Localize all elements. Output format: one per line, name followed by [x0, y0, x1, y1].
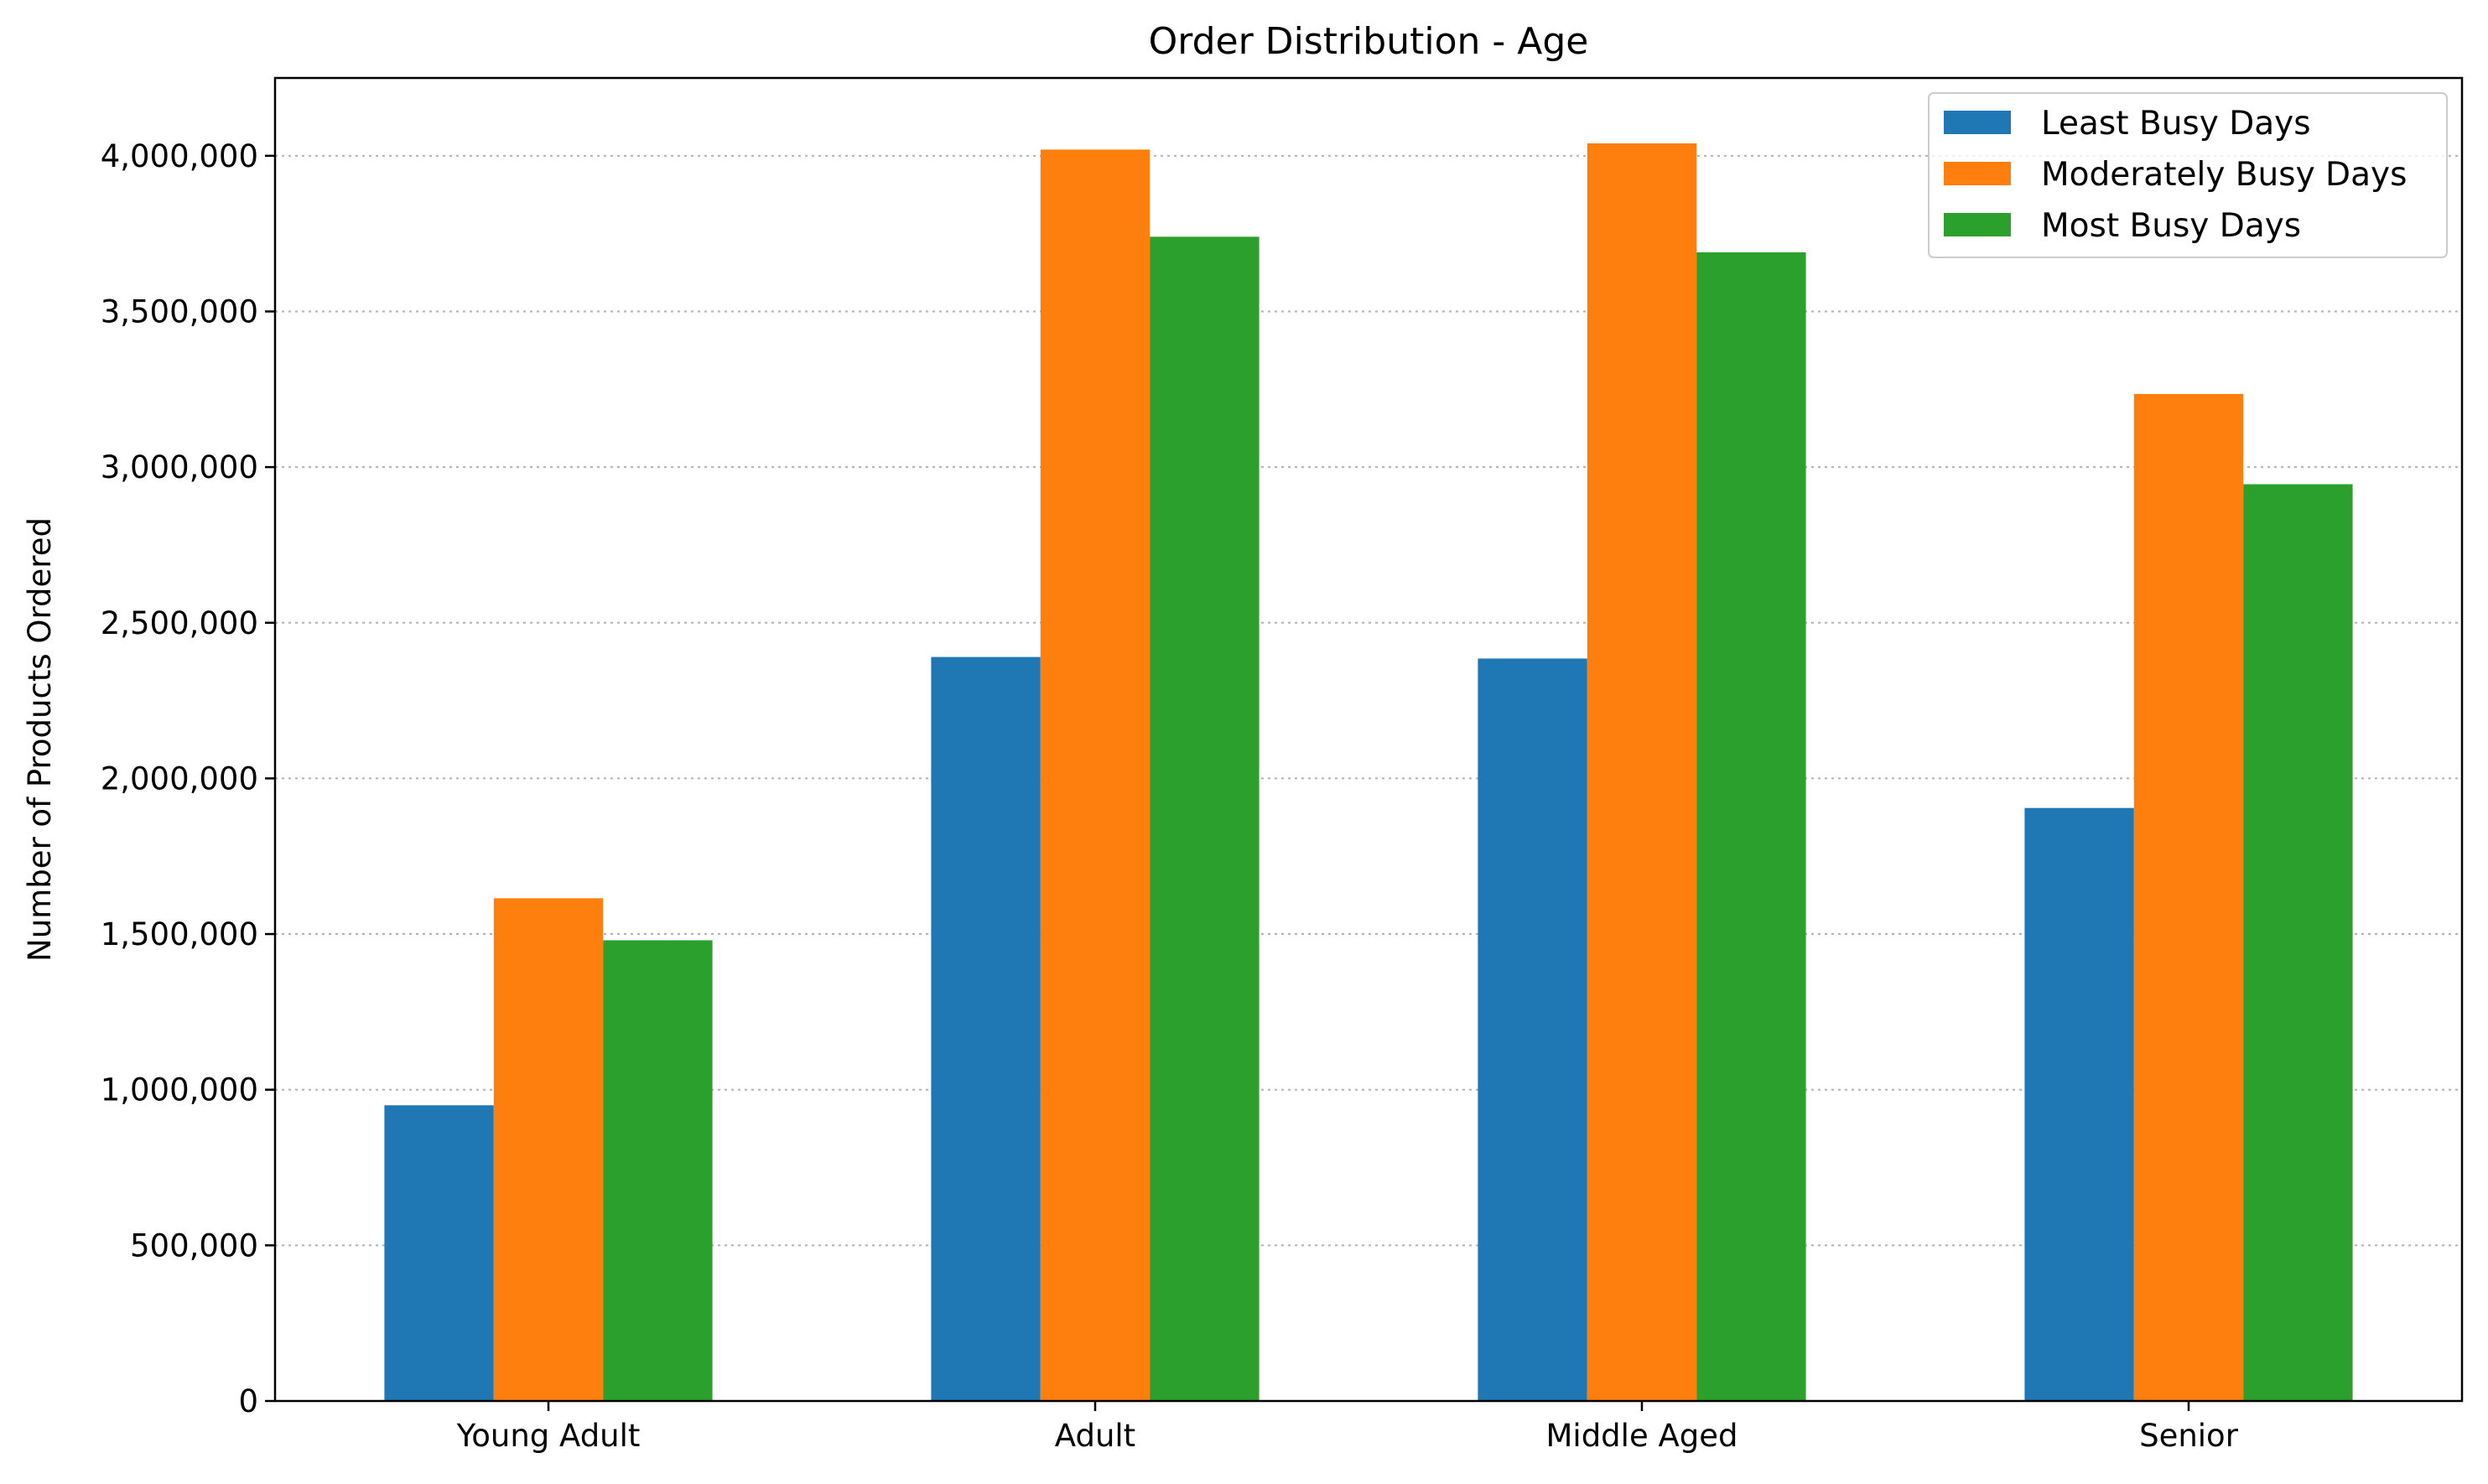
y-tick-label: 2,500,000: [101, 605, 258, 641]
bar-moderately-busy-days: [1587, 143, 1697, 1401]
x-tick-label: Middle Aged: [1545, 1418, 1737, 1454]
x-tick-label: Senior: [2139, 1418, 2239, 1454]
legend-frame: [1928, 92, 2448, 258]
bar-least-busy-days: [931, 656, 1041, 1401]
bar-most-busy-days: [603, 940, 713, 1401]
y-tick-label: 0: [238, 1383, 258, 1419]
x-tick-label: Adult: [1055, 1418, 1135, 1454]
x-tick-label: Young Adult: [456, 1418, 641, 1454]
legend-label: Moderately Busy Days: [2041, 156, 2407, 194]
y-axis-title: Number of Products Ordered: [22, 517, 58, 962]
bar-least-busy-days: [1478, 658, 1587, 1401]
x-axis: Young Adult Adult Middle Aged Senior: [456, 1401, 2239, 1454]
legend: Least Busy Days Moderately Busy Days Most …: [1928, 92, 2448, 258]
chart-title: Order Distribution - Age: [1149, 20, 1589, 63]
legend-swatch: [1944, 162, 2011, 185]
bar-least-busy-days: [384, 1105, 494, 1401]
bar-most-busy-days: [2243, 484, 2353, 1401]
plot-frame: [273, 76, 2464, 1403]
legend-label: Least Busy Days: [2041, 105, 2311, 143]
bar-moderately-busy-days: [2133, 393, 2244, 1401]
legend-label: Most Busy Days: [2041, 207, 2301, 245]
bars: [384, 143, 2353, 1402]
y-tick-label: 1,500,000: [101, 916, 258, 952]
y-tick-label: 2,000,000: [101, 760, 258, 796]
y-tick-label: 3,000,000: [101, 449, 258, 485]
y-tick-label: 4,000,000: [101, 138, 258, 174]
bar-moderately-busy-days: [1040, 149, 1151, 1401]
legend-swatch: [1944, 213, 2011, 236]
bar-most-busy-days: [1150, 236, 1260, 1401]
y-tick-label: 3,500,000: [101, 293, 258, 329]
bar-moderately-busy-days: [493, 898, 604, 1401]
y-tick-label: 500,000: [130, 1227, 258, 1263]
y-tick-label: 1,000,000: [101, 1072, 258, 1108]
legend-swatch: [1944, 111, 2011, 134]
bar-least-busy-days: [2024, 807, 2134, 1401]
y-axis: 0 500,000 1,000,000 1,500,000 2,000,000 2,500…: [101, 138, 275, 1419]
bar-most-busy-days: [1696, 252, 1806, 1402]
